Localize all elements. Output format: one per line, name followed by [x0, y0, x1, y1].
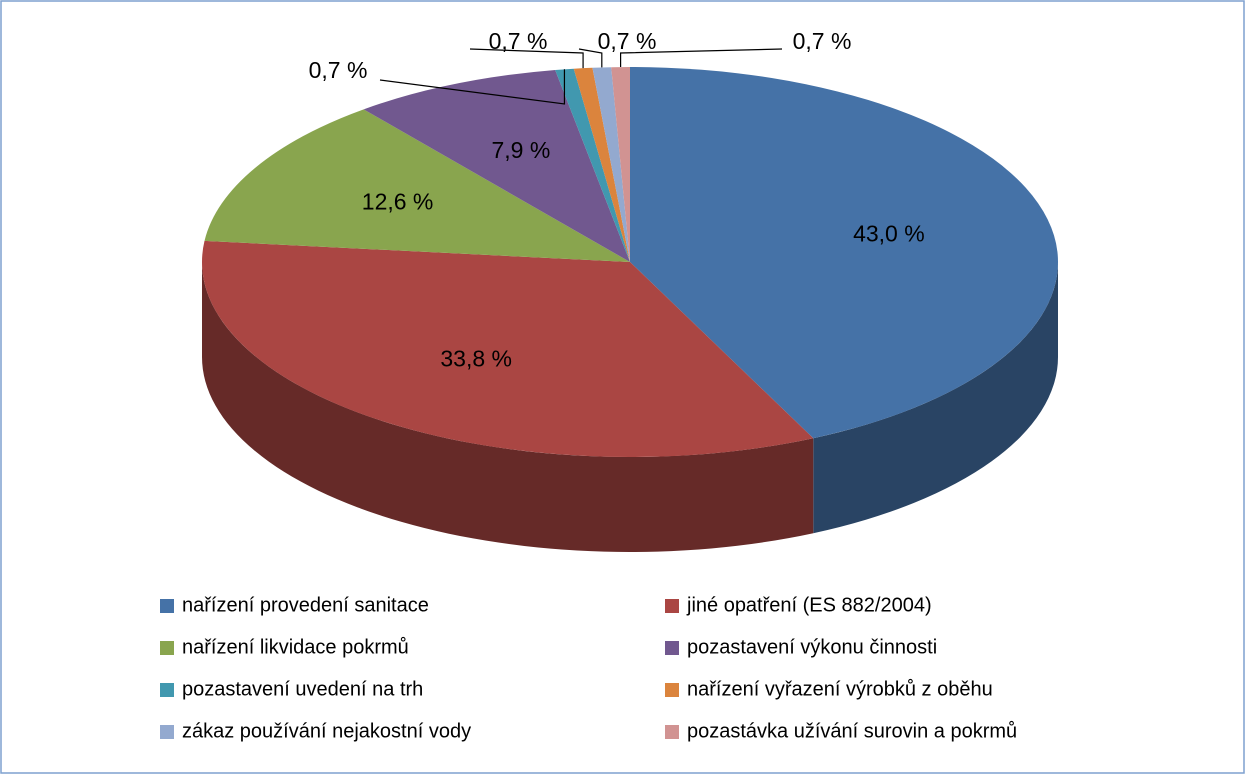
data-label: 0,7 % — [309, 57, 368, 83]
leader-line — [379, 69, 566, 105]
data-label: 7,9 % — [491, 137, 550, 163]
legend-swatch — [160, 641, 174, 655]
pie-slice — [204, 109, 630, 262]
legend-swatch — [665, 641, 679, 655]
pie-slice — [555, 68, 630, 262]
pie-slice — [201, 240, 814, 457]
pie-slice — [592, 67, 630, 262]
pie-side — [813, 262, 1058, 534]
data-label: 0,7 % — [598, 28, 657, 54]
legend-swatch — [665, 683, 679, 697]
data-label: 12,6 % — [362, 189, 434, 215]
legend-label: nařízení likvidace pokrmů — [182, 636, 409, 658]
legend-label: pozastavení uvedení na trh — [182, 678, 423, 700]
data-label: 0,7 % — [793, 28, 852, 54]
data-label: 0,7 % — [489, 28, 548, 54]
legend-swatch — [160, 599, 174, 613]
legend-label: nařízení vyřazení výrobků z oběhu — [687, 678, 993, 700]
pie-slice — [611, 67, 630, 262]
legend-label: nařízení provedení sanitace — [182, 594, 429, 616]
legend-label: zákaz používání nejakostní vody — [182, 720, 471, 742]
pie-side — [202, 262, 814, 552]
legend-label: jiné opatření (ES 882/2004) — [686, 594, 932, 616]
data-label: 33,8 % — [440, 346, 512, 372]
data-label: 43,0 % — [853, 221, 925, 247]
leader-line — [578, 48, 603, 68]
pie-slice — [363, 70, 630, 262]
pie-slice — [630, 67, 1058, 439]
leader-line — [469, 48, 584, 69]
legend-label: pozastávka užívání surovin a pokrmů — [687, 720, 1017, 742]
legend-swatch — [665, 599, 679, 613]
legend-label: pozastavení výkonu činnosti — [687, 636, 937, 658]
legend-swatch — [160, 725, 174, 739]
leader-line — [619, 48, 783, 68]
pie-slice — [573, 67, 630, 262]
legend-swatch — [665, 725, 679, 739]
legend-swatch — [160, 683, 174, 697]
